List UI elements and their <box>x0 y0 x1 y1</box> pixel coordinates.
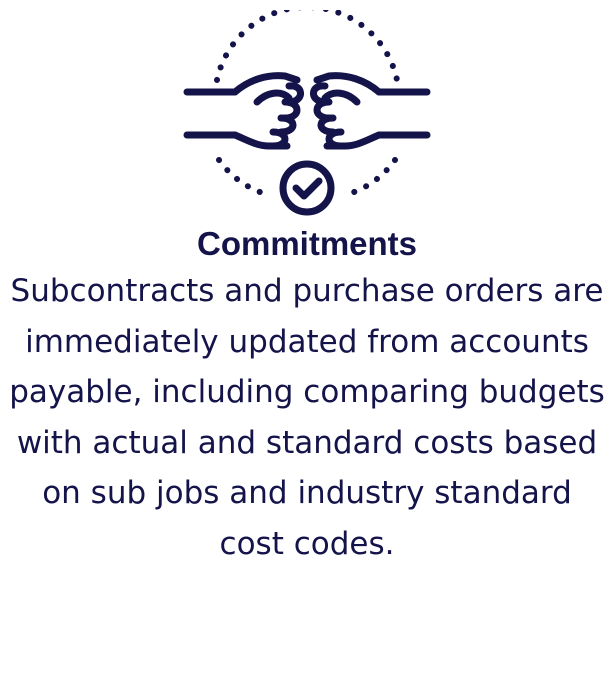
handshake-check-icon <box>157 10 457 220</box>
card-description: Subcontracts and purchase orders are imm… <box>9 273 605 562</box>
fist-bump-check-icon <box>183 10 431 216</box>
card-title: Commitments <box>196 225 418 262</box>
